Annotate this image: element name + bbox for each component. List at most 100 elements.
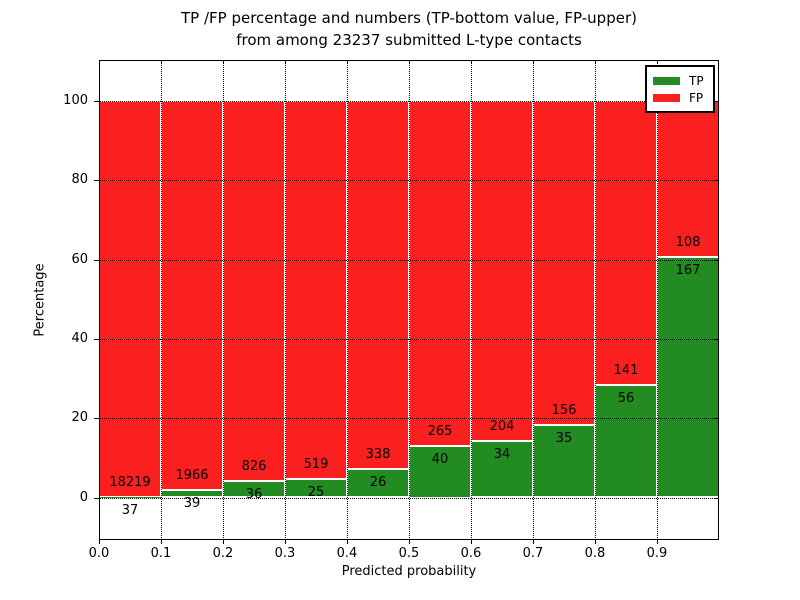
gridline-vertical: [223, 60, 224, 540]
x-tick-mark-top: [161, 60, 162, 64]
x-tick-mark-top: [657, 60, 658, 64]
bar-fp-segment: [223, 101, 285, 481]
bar-fp-segment: [347, 101, 409, 470]
legend-item-tp: TP: [653, 73, 707, 89]
y-tick-label: 100: [63, 93, 88, 108]
tp-count-label: 36: [245, 486, 263, 502]
x-tick-mark: [595, 540, 596, 544]
fp-count-label: 338: [365, 447, 391, 463]
x-tick-label: 0.6: [460, 546, 482, 561]
bar-fp-segment: [409, 101, 471, 446]
bar-fp-segment: [657, 101, 719, 257]
tp-count-label: 56: [617, 390, 635, 406]
x-tick-mark: [347, 540, 348, 544]
bar-fp-segment: [285, 101, 347, 480]
bar-tp-segment: [533, 424, 595, 498]
y-tick-mark: [94, 101, 99, 102]
x-tick-mark: [533, 540, 534, 544]
x-tick-mark-top: [595, 60, 596, 64]
x-tick-mark-top: [471, 60, 472, 64]
gridline-vertical: [285, 60, 286, 540]
gridline-vertical: [409, 60, 410, 540]
fp-count-label: 204: [489, 418, 515, 434]
chart-title-line2: from among 23237 submitted L-type contac…: [236, 31, 582, 49]
x-tick-label: 0.8: [584, 546, 606, 561]
x-tick-mark: [161, 540, 162, 544]
bar-tp-segment: [471, 440, 533, 498]
tp-count-label: 35: [555, 430, 573, 446]
bar-tp-segment: [657, 256, 719, 498]
y-tick-label: 60: [71, 251, 88, 267]
fp-count-label: 519: [303, 457, 329, 473]
x-axis-label: Predicted probability: [341, 564, 477, 579]
bar-fp-segment: [471, 101, 533, 441]
x-tick-label: 0.9: [646, 546, 668, 561]
bar-tp-segment: [99, 496, 161, 498]
y-tick-label: 0: [79, 489, 88, 505]
y-tick-mark-right: [714, 180, 719, 182]
legend-swatch-fp: [653, 93, 680, 102]
y-tick-mark-right: [714, 497, 719, 499]
y-tick-mark: [94, 259, 99, 261]
fp-count-label: 141: [613, 362, 639, 378]
gridline-vertical: [471, 60, 472, 540]
tp-count-label: 39: [183, 495, 201, 511]
chart-title: TP /FP percentage and numbers (TP-bottom…: [99, 7, 719, 51]
gridline-vertical: [533, 60, 534, 540]
y-tick-mark-right: [714, 418, 719, 420]
legend-label-tp: TP: [689, 73, 704, 88]
tp-count-label: 34: [493, 446, 511, 462]
x-tick-label: 0.0: [88, 546, 110, 561]
tp-count-label: 167: [675, 262, 701, 278]
fp-count-label: 265: [427, 423, 453, 439]
y-tick-mark: [94, 180, 99, 182]
bar-tp-segment: [347, 469, 409, 498]
y-tick-mark: [94, 418, 99, 420]
plot-area: 18219 37 1966 39 826 36 519 25 338 26 265 40 204 34 15…: [99, 60, 719, 540]
tp-count-label: 40: [431, 451, 449, 467]
y-tick-mark-right: [714, 101, 719, 102]
x-tick-label: 0.1: [150, 546, 172, 561]
x-tick-mark: [285, 540, 286, 544]
gridline-vertical: [347, 60, 348, 540]
x-tick-mark-top: [347, 60, 348, 64]
fp-count-label: 156: [551, 402, 577, 418]
y-tick-label: 80: [71, 172, 88, 188]
y-tick-mark-right: [714, 338, 719, 340]
x-tick-mark-top: [533, 60, 534, 64]
y-tick-mark-right: [714, 259, 719, 261]
chart-title-line1: TP /FP percentage and numbers (TP-bottom…: [181, 9, 637, 27]
y-tick-mark: [94, 338, 99, 340]
fp-count-label: 1966: [175, 467, 209, 483]
fp-count-label: 108: [675, 234, 701, 250]
x-tick-label: 0.5: [398, 546, 420, 561]
x-tick-label: 0.3: [274, 546, 296, 561]
gridline-vertical: [161, 60, 162, 540]
x-tick-label: 0.2: [212, 546, 234, 561]
gridline-vertical: [595, 60, 596, 540]
x-tick-label: 0.7: [522, 546, 544, 561]
y-tick-mark: [94, 497, 99, 499]
tp-count-label: 26: [369, 475, 387, 491]
y-tick-label: 20: [71, 410, 88, 426]
gridline-vertical: [657, 60, 658, 540]
x-tick-mark-top: [409, 60, 410, 64]
x-tick-mark-top: [223, 60, 224, 64]
x-tick-mark-top: [285, 60, 286, 64]
tp-count-label: 37: [121, 502, 139, 518]
x-tick-label: 0.4: [336, 546, 358, 561]
y-axis-label: Percentage: [32, 263, 48, 337]
x-tick-mark: [471, 540, 472, 544]
bar-fp-segment: [533, 101, 595, 425]
x-tick-mark: [223, 540, 224, 544]
legend: TP FP: [645, 65, 715, 113]
x-tick-mark: [99, 540, 100, 544]
tp-count-label: 25: [307, 485, 325, 501]
bar-fp-segment: [595, 101, 657, 385]
legend-label-fp: FP: [689, 90, 704, 105]
x-tick-mark: [409, 540, 410, 544]
y-tick-label: 40: [71, 330, 88, 346]
legend-item-fp: FP: [653, 90, 707, 106]
fp-count-label: 18219: [109, 474, 151, 490]
